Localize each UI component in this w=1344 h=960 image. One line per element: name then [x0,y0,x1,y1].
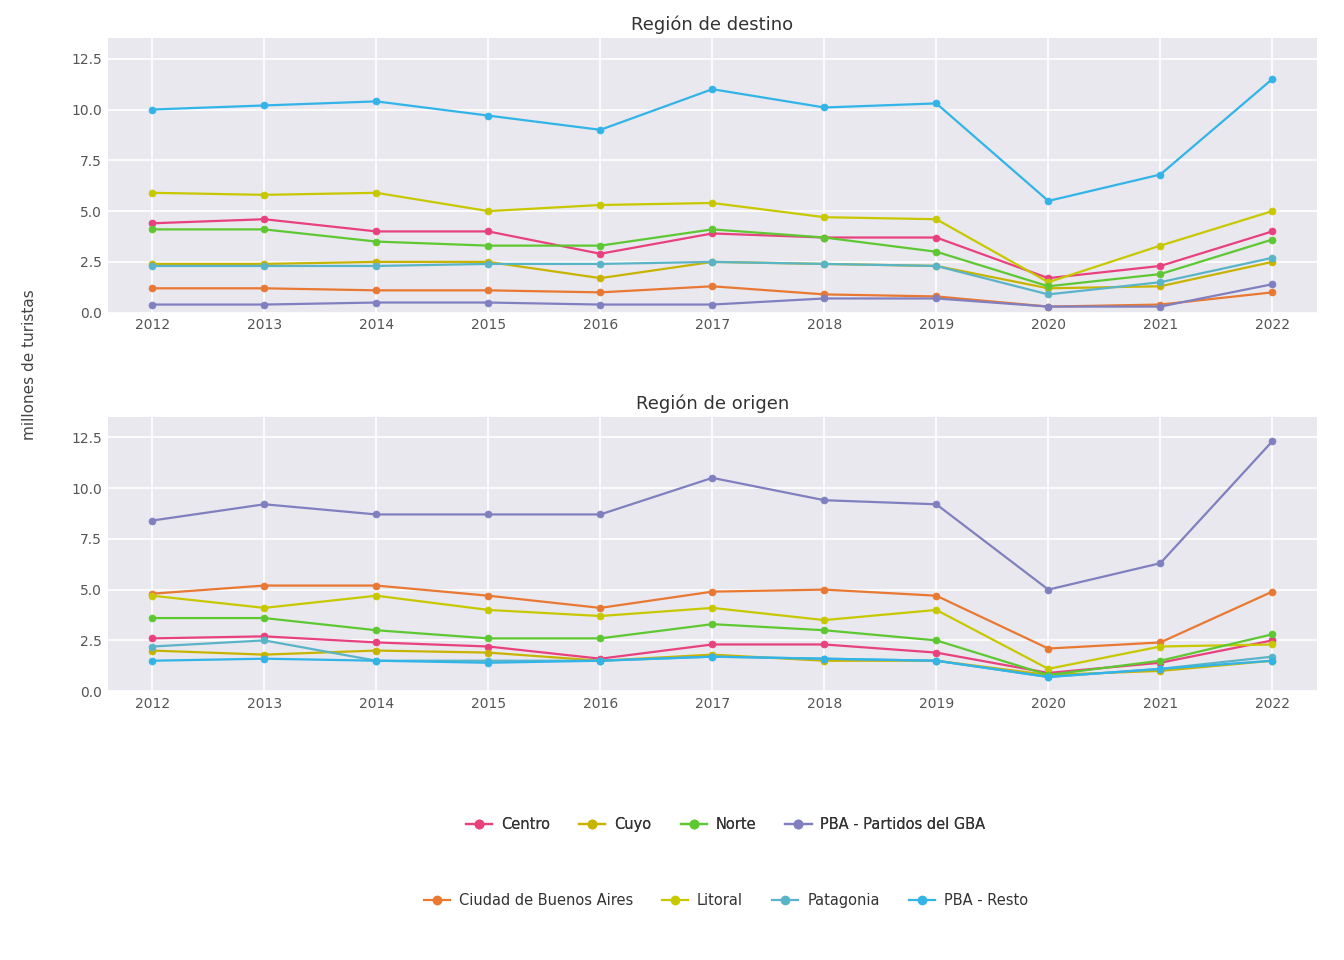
Title: Región de origen: Región de origen [636,395,789,413]
Legend: Ciudad de Buenos Aires, Litoral, Patagonia, PBA - Resto: Ciudad de Buenos Aires, Litoral, Patagon… [418,888,1034,914]
Legend: Centro, Cuyo, Norte, PBA - Partidos del GBA: Centro, Cuyo, Norte, PBA - Partidos del … [460,811,992,837]
Title: Región de destino: Región de destino [632,15,793,34]
Text: millones de turistas: millones de turistas [22,289,38,441]
